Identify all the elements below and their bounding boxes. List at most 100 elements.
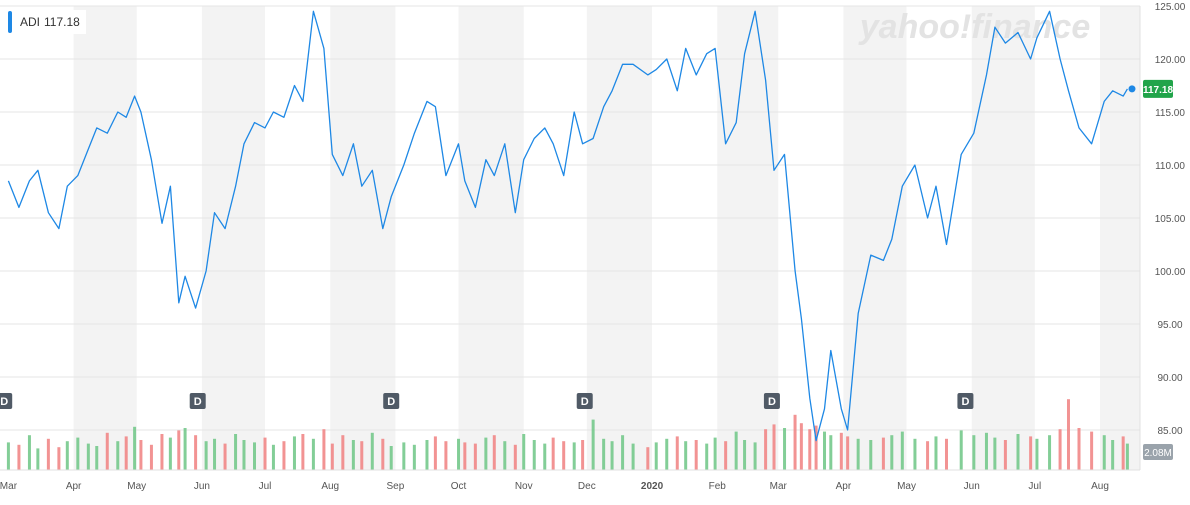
month-band: [1100, 6, 1140, 470]
month-band: [73, 6, 137, 470]
volume-bar: [734, 431, 738, 470]
volume-bar: [984, 432, 988, 470]
volume-bar: [753, 442, 757, 470]
volume-bar: [271, 444, 275, 470]
volume-bar: [934, 436, 938, 470]
x-tick-label: Jul: [259, 481, 272, 492]
dividend-marker-label: D: [581, 396, 589, 408]
volume-bar: [743, 440, 747, 470]
x-tick-label: Aug: [321, 481, 339, 492]
volume-bar: [808, 429, 812, 470]
volume-bar: [1058, 429, 1062, 470]
volume-bar: [65, 441, 69, 470]
volume-bar: [1077, 428, 1081, 470]
volume-bar: [360, 441, 364, 470]
volume-bar: [900, 431, 904, 470]
x-tick-label: Jun: [194, 481, 210, 492]
dividend-marker: [189, 393, 206, 409]
legend-symbol: ADI: [20, 15, 41, 29]
chart-legend[interactable]: ADI 117.18: [8, 10, 86, 34]
x-tick-label: Feb: [709, 481, 727, 492]
volume-bar: [370, 432, 374, 470]
volume-bar: [57, 447, 61, 470]
dividend-marker: [576, 393, 593, 409]
volume-bar: [1066, 399, 1070, 470]
volume-bar: [602, 438, 606, 470]
volume-bar: [972, 435, 976, 470]
volume-bar: [881, 437, 885, 470]
month-band: [717, 6, 779, 470]
volume-bar: [223, 443, 227, 470]
volume-bar: [27, 435, 31, 470]
volume-bar: [913, 438, 917, 470]
volume-bar: [621, 435, 625, 470]
x-axis: Mar Apr May Jun Jul Aug Sep Oct Nov Dec 2020 Feb Mar…: [0, 481, 1109, 492]
volume-bar: [823, 431, 827, 470]
y-tick-label: 110.00: [1155, 161, 1185, 172]
price-line: [7, 10, 1128, 442]
y-tick-label: 90.00: [1157, 373, 1182, 384]
x-tick-label: Jul: [1028, 481, 1041, 492]
volume-bar: [183, 428, 187, 470]
volume-bar: [330, 443, 334, 470]
volume-bar: [591, 419, 595, 470]
volume-bar: [694, 440, 698, 470]
volume-bar: [444, 441, 448, 470]
volume-bar: [263, 437, 267, 470]
volume-bar: [17, 444, 21, 470]
volume-bar: [551, 437, 555, 470]
volume-bar: [1121, 436, 1125, 470]
volume-bar: [926, 441, 930, 470]
month-band: [843, 6, 907, 470]
volume-bar: [6, 442, 10, 470]
volume-bar: [242, 440, 246, 470]
volume-bar: [675, 436, 679, 470]
volume-bar: [684, 441, 688, 470]
last-price-badge: [1143, 79, 1173, 98]
x-tick-label: Mar: [770, 481, 788, 492]
x-tick-label: Dec: [578, 481, 596, 492]
x-tick-label: Aug: [1091, 481, 1109, 492]
dividend-marker: [957, 393, 974, 409]
volume-bar: [1125, 443, 1129, 470]
dividend-marker: [383, 393, 400, 409]
x-tick-label: Mar: [0, 481, 18, 492]
volume-bar: [95, 446, 99, 470]
volume-bar: [425, 440, 429, 470]
volume-bar: [1035, 438, 1039, 470]
volume-bar: [473, 443, 477, 470]
volume-bar: [177, 430, 181, 470]
volume-bar: [76, 437, 80, 470]
month-band: [971, 6, 1035, 470]
volume-badge: [1143, 444, 1173, 460]
volume-bar: [1003, 440, 1007, 470]
x-tick-label: May: [127, 481, 146, 492]
volume-badge-label: 2.08M: [1144, 448, 1172, 459]
volume-bar: [194, 435, 198, 470]
x-tick-label: Apr: [66, 481, 82, 492]
volume-bar: [492, 435, 496, 470]
volume-bar: [168, 437, 172, 470]
legend-price: 117.18: [44, 15, 80, 29]
volume-bar: [772, 424, 776, 470]
volume-bar: [665, 438, 669, 470]
price-line-layer: [7, 10, 1136, 442]
month-band: [330, 6, 396, 470]
volume-bar: [204, 441, 208, 470]
volume-bar: [846, 436, 850, 470]
volume-bar: [412, 444, 416, 470]
volume-bar: [484, 437, 488, 470]
volume-bar: [46, 438, 50, 470]
volume-bar: [543, 443, 547, 470]
volume-bar: [139, 440, 143, 470]
volume-bar: [433, 436, 437, 470]
last-price-badge-label: 117.18: [1143, 85, 1173, 96]
volume-bar: [1111, 440, 1115, 470]
x-tick-label: 2020: [641, 481, 664, 492]
volume-bar: [522, 434, 526, 470]
volume-bars: [6, 399, 1129, 470]
series-color-swatch: [8, 11, 12, 33]
x-tick-label: Sep: [387, 481, 405, 492]
